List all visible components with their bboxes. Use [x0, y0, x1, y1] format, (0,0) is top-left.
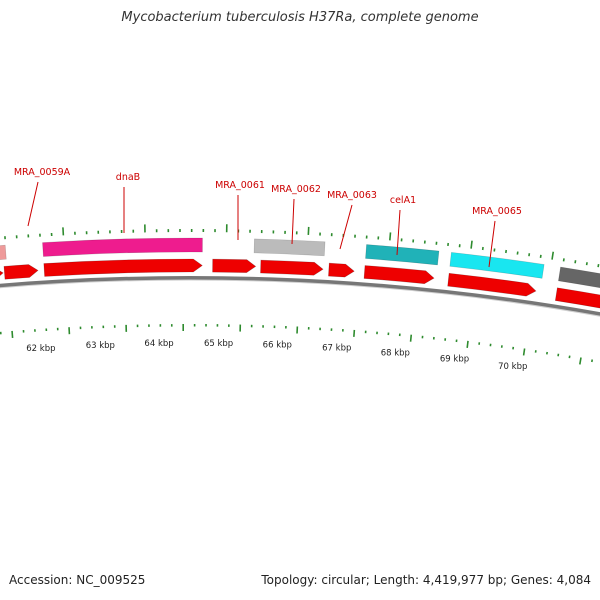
kbp-label: 70 kbp	[498, 362, 527, 372]
cds-arrow	[260, 259, 324, 276]
cds-arrow	[3, 264, 39, 280]
gene-label-dnab: dnaB	[116, 172, 140, 183]
feature-bar-cyan	[449, 252, 545, 279]
genome-backbone-highlight	[0, 279, 600, 317]
cds-arrow	[212, 258, 257, 273]
cds-arrow	[43, 258, 203, 277]
gene-label-leader-mra_0063	[339, 204, 353, 250]
gene-label-mra_0059a: MRA_0059A	[14, 167, 71, 178]
feature-bar-gray	[253, 238, 326, 257]
kbp-label: 65 kbp	[204, 339, 233, 349]
inner-scale-tick	[522, 348, 526, 356]
inner-scale-tick	[579, 357, 582, 365]
kbp-label: 64 kbp	[144, 339, 173, 349]
kbp-label: 63 kbp	[86, 341, 115, 351]
feature-bar-darkgray	[558, 266, 600, 289]
outer-scale-tick	[597, 264, 600, 268]
gene-label-leader-mra_0065	[488, 220, 496, 268]
cds-arrow	[447, 272, 537, 297]
outer-scale-tick	[389, 232, 392, 241]
kbp-label: 62 kbp	[26, 344, 55, 354]
feature-bar-dnab	[42, 237, 203, 257]
gene-label-leader-mra_0059a	[27, 181, 39, 227]
gene-label-mra_0062: MRA_0062	[271, 184, 321, 195]
accession-text: Accession: NC_009525	[9, 573, 146, 587]
map-title: Mycobacterium tuberculosis H37Ra, comple…	[121, 10, 479, 25]
inner-scale-tick	[466, 340, 469, 348]
cds-arrow	[363, 265, 435, 285]
kbp-label: 68 kbp	[381, 348, 410, 358]
genome-summary-text: Topology: circular; Length: 4,419,977 bp…	[261, 573, 591, 587]
cds-arrow	[554, 287, 600, 309]
gene-label-cela1: celA1	[390, 195, 416, 206]
feature-bar-pink	[0, 244, 7, 260]
outer-scale-tick	[470, 240, 473, 249]
gene-label-leader-cela1	[396, 209, 401, 256]
genome-backbone	[0, 276, 600, 317]
inner-scale-tick	[353, 329, 356, 337]
kbp-label: 67 kbp	[322, 344, 351, 354]
gene-label-mra_0065: MRA_0065	[472, 206, 522, 217]
kbp-label: 69 kbp	[440, 354, 469, 364]
gene-label-leader-mra_0062	[291, 198, 295, 245]
cds-arrow	[0, 270, 4, 277]
inner-scale-tick	[11, 330, 14, 338]
gene-label-mra_0063: MRA_0063	[327, 190, 377, 201]
inner-scale-tick	[409, 334, 413, 342]
outer-scale-tick	[551, 251, 555, 260]
feature-bar-teal	[365, 244, 440, 266]
cds-arrow	[328, 262, 355, 278]
gene-label-mra_0061: MRA_0061	[215, 180, 265, 191]
kbp-label: 66 kbp	[263, 341, 292, 351]
